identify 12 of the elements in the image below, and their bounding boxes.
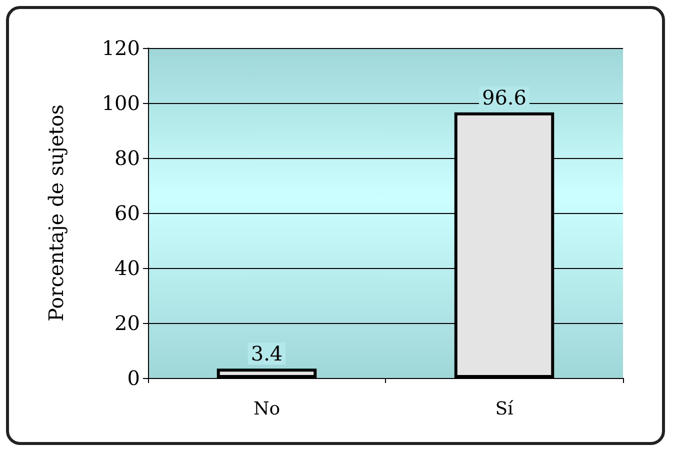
data-label: 3.4 <box>250 342 283 366</box>
x-tick-label: Sí <box>495 398 514 420</box>
y-tick-label: 0 <box>127 366 140 390</box>
y-tick-label: 20 <box>114 311 140 335</box>
y-tick-label: 80 <box>114 146 140 170</box>
y-tick-label: 60 <box>114 201 140 225</box>
y-axis-title: Porcentaje de sujetos <box>44 104 68 322</box>
y-tick-label: 40 <box>114 256 140 280</box>
y-tick-label: 120 <box>102 36 140 60</box>
data-label: 96.6 <box>482 85 527 110</box>
y-tick-label: 100 <box>102 91 140 115</box>
x-tick-label: No <box>253 398 280 420</box>
